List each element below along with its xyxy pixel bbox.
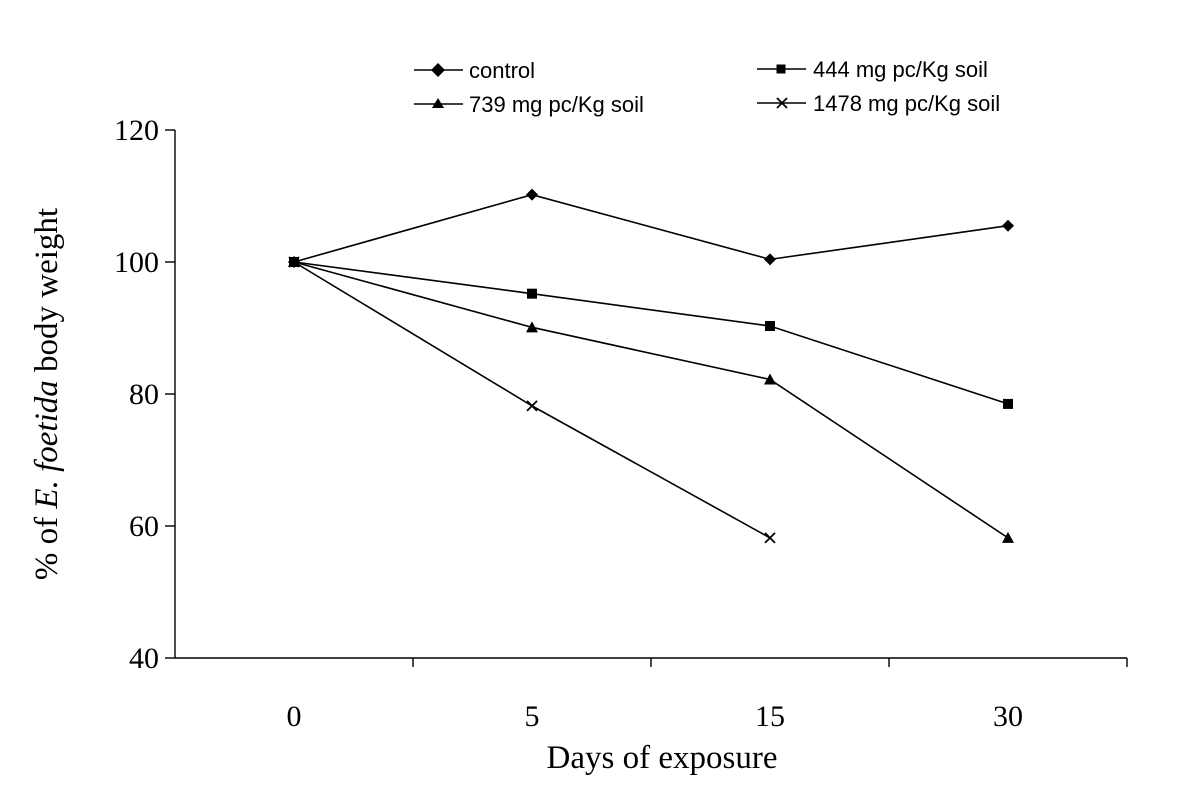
x-tick-label: 30 [993,700,1023,733]
data-point-x [764,532,776,544]
x-tick-label: 15 [755,700,785,733]
series-line [293,261,771,539]
series-line [293,193,1009,263]
legend: control 444 mg pc/Kg soil 739 mg pc/Kg s… [414,57,1000,117]
legend-square-marker [776,64,786,74]
legend-label-1478: 1478 mg pc/Kg soil [813,91,1000,116]
data-point-triangle [526,321,538,333]
series-line [293,261,1009,405]
data-point-square [527,288,537,299]
y-tick-label: 80 [129,378,159,411]
series-4 [288,256,776,544]
series-1 [288,188,1014,268]
legend-label-control: control [469,58,535,83]
legend-item-control: control [414,58,535,83]
y-ticks: 40 60 80 100 120 [114,114,175,675]
data-point-x [526,400,538,412]
x-tick-label: 5 [525,700,540,733]
x-tick-label: 0 [287,700,302,733]
data-point-diamond [1002,219,1014,232]
data-point-diamond [526,188,538,201]
data-point-triangle [764,373,776,385]
data-point-square [765,321,775,332]
legend-diamond-marker [431,63,445,77]
legend-item-1478: 1478 mg pc/Kg soil [757,91,1000,116]
y-tick-label: 60 [129,510,159,543]
series-2 [289,257,1013,409]
y-axis-title-species: E. foetida [29,380,65,509]
legend-item-444: 444 mg pc/Kg soil [757,57,988,82]
legend-x-marker [776,97,788,109]
series-line [293,261,1009,539]
legend-item-739: 739 mg pc/Kg soil [414,92,644,117]
axes [174,130,1127,659]
series-layer [288,188,1014,544]
data-point-diamond [764,253,776,266]
legend-label-739: 739 mg pc/Kg soil [469,92,644,117]
y-tick-label: 100 [114,246,159,279]
y-axis-title-prefix: % of [29,509,65,580]
data-point-square [1003,398,1013,409]
legend-label-444: 444 mg pc/Kg soil [813,57,988,82]
x-ticks: 0 5 15 30 [287,658,1128,733]
data-point-triangle [1002,531,1014,543]
y-tick-label: 120 [114,114,159,147]
x-axis-title: Days of exposure [547,740,778,776]
legend-triangle-marker [432,98,444,108]
y-axis-title-suffix: body weight [29,208,65,380]
y-axis-title: % of E. foetida body weight [29,208,65,580]
data-point-x [288,256,300,268]
y-tick-label: 40 [129,642,159,675]
series-3 [288,256,1014,543]
